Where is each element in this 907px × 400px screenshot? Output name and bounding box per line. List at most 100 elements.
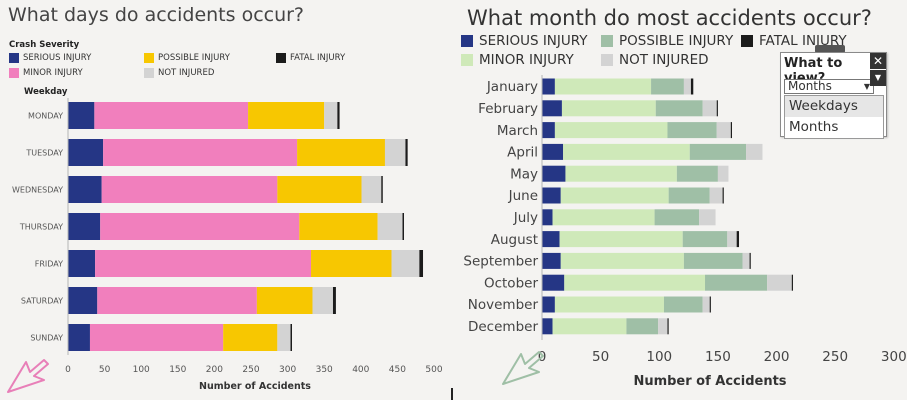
bar-segment [384,139,406,166]
legend-swatch [461,54,473,66]
category-label: MONDAY [28,111,63,120]
bar-segment [332,287,336,314]
x-tick-label: 200 [764,349,790,365]
bar-segment [554,296,664,313]
bar-segment [337,102,340,129]
x-tick-label: 200 [206,365,223,375]
bar-segment [542,296,555,313]
legend-swatch [461,35,473,47]
bar-segment [689,143,747,160]
legend-label: POSSIBLE INJURY [619,33,734,49]
option-months[interactable]: Months [789,119,839,135]
x-tick-label: 0 [65,365,71,375]
x-tick-label: 450 [389,365,406,375]
bar-segment [702,100,717,117]
bar-segment [767,274,792,291]
cursor-arrow-icon [7,359,49,393]
view-selector-widget: What to view? Months ▼ Weekdays Months ✕… [780,52,887,139]
bar-segment [716,100,718,117]
legend-label: FATAL INJURY [290,53,346,63]
bar-segment [552,318,627,335]
bar-segment [542,318,553,335]
bar-segment [683,252,743,269]
legend-item-minor[interactable]: MINOR INJURY [9,68,83,78]
bar-segment [256,287,313,314]
legend-item-not-injured[interactable]: NOT INJURED [144,68,214,78]
view-select[interactable]: Months ▼ [784,79,874,94]
option-weekdays[interactable]: Weekdays [785,96,883,117]
legend-item-not-injured[interactable]: NOT INJURED [601,52,709,68]
bar-segment [542,274,565,291]
bar-segment [542,187,561,204]
bar-segment [746,143,763,160]
menu-dropdown-icon[interactable]: ▼ [870,70,886,86]
legend-item-minor[interactable]: MINOR INJURY [461,52,574,68]
close-icon[interactable]: ✕ [870,53,886,69]
category-label: November [468,297,539,313]
bar-segment [68,287,98,314]
x-tick-label: 150 [169,365,186,375]
bar-segment [667,318,669,335]
bar-segment [103,139,298,166]
bar-segment [68,250,96,277]
x-tick-label: 100 [646,349,672,365]
x-tick-label: 250 [242,365,259,375]
bar-segment [663,296,703,313]
bar-segment [552,209,655,226]
month-dashboard: What month do most accidents occur? SERI… [455,0,907,400]
bar-segment [542,209,553,226]
bar-segment [667,122,717,139]
category-label: SUNDAY [30,333,63,342]
bar-segment [68,324,90,351]
month-bar-chart: January February March April May June July Augu… [463,75,907,389]
bar-segment [95,250,312,277]
bar-segment [791,274,793,291]
bar-segment [730,122,732,139]
bar-segment [742,252,750,269]
bar-segment [299,213,378,240]
x-tick-label: 300 [881,349,907,365]
weekday-dashboard: What days do accidents occur? Crash Seve… [0,0,450,400]
x-tick-label: 100 [133,365,150,375]
category-label: February [478,101,538,117]
category-label: THURSDAY [19,222,63,231]
cursor-arrow-icon [502,351,544,385]
bar-segment [683,78,691,95]
legend-swatch [9,53,19,63]
bar-segment [717,165,729,182]
legend-swatch [601,54,613,66]
drag-handle[interactable] [815,45,845,53]
category-label: SATURDAY [21,296,63,305]
legend-item-serious[interactable]: SERIOUS INJURY [461,33,588,49]
bar-segment [554,122,668,139]
bar-segment [560,252,684,269]
category-label: April [507,145,538,161]
category-label: TUESDAY [25,148,63,157]
bar-segment [727,231,737,248]
bar-segment [89,324,224,351]
category-label: WEDNESDAY [12,185,63,194]
bar-segment [542,252,561,269]
bar-segment [391,250,420,277]
legend-label: MINOR INJURY [23,68,83,78]
legend-item-serious[interactable]: SERIOUS INJURY [9,53,91,63]
bar-segment [100,213,300,240]
bar-segment [565,165,677,182]
bar-segment [749,252,751,269]
bar-segment [68,176,102,203]
bar-segment [68,139,104,166]
category-label: July [513,210,538,226]
bar-segment [658,318,668,335]
legend-item-possible[interactable]: POSSIBLE INJURY [601,33,733,49]
category-label: December [468,319,538,335]
x-tick-label: 500 [425,365,442,375]
bar-segment [542,78,555,95]
bar-segment [542,100,562,117]
x-tick-label: 50 [592,349,609,365]
x-tick-label: 300 [279,365,296,375]
legend-item-possible[interactable]: POSSIBLE INJURY [144,53,230,63]
x-tick-label: 250 [822,349,848,365]
legend-item-fatal[interactable]: FATAL INJURY [276,53,345,63]
chart-title: What month do most accidents occur? [467,6,872,30]
bar-segment [68,213,101,240]
